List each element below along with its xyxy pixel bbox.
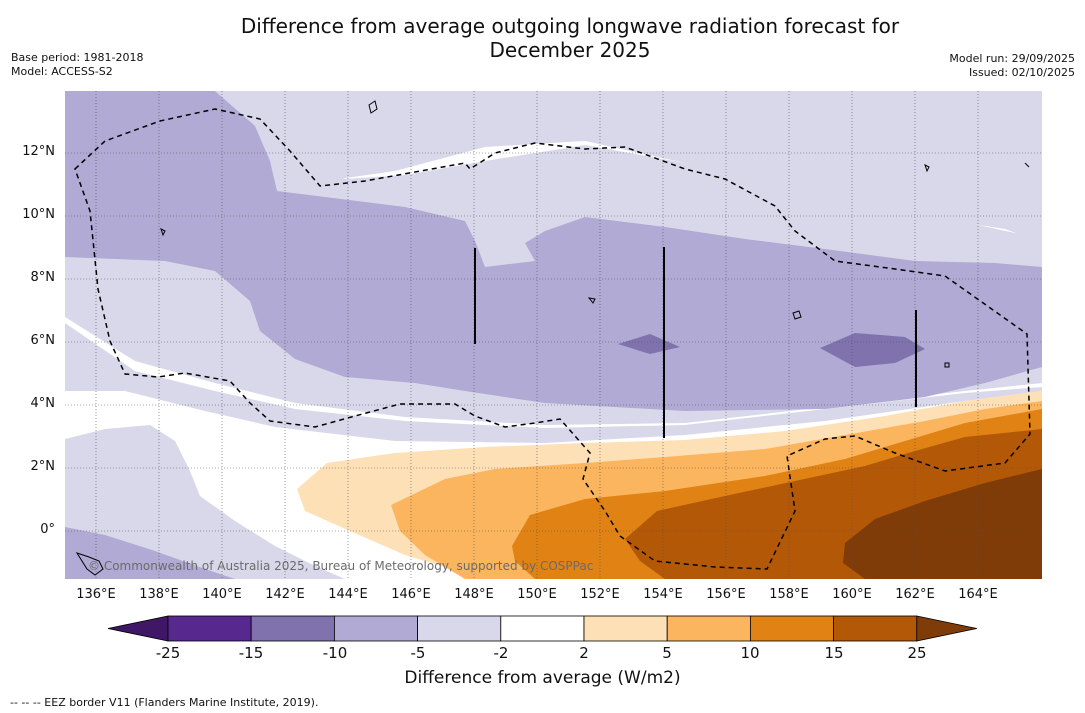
lat-label-6n: 6°N (30, 333, 56, 348)
lon-label-160e: 160°E (832, 587, 872, 602)
colorbar-extend-low (107, 615, 169, 642)
lon-label-146e: 146°E (391, 587, 431, 602)
eez-footnote: -- -- -- EEZ border V11 (Flanders Marine… (10, 696, 319, 709)
colorbar-tick: -10 (322, 644, 348, 662)
colorbar-tick: 5 (662, 644, 672, 662)
lon-label-152e: 152°E (580, 587, 620, 602)
lat-label-12n: 12°N (22, 144, 55, 159)
band-light-purple (65, 91, 1042, 443)
band-medium-purple-southwest (65, 527, 235, 579)
chart-title: Difference from average outgoing longwav… (200, 14, 940, 62)
colorbar-label: Difference from average (W/m2) (404, 668, 681, 688)
colorbar-segment (500, 615, 585, 642)
colorbar-segment (417, 615, 502, 642)
colorbar-tick: -2 (493, 644, 509, 662)
lon-label-138e: 138°E (139, 587, 179, 602)
colorbar-segment (333, 615, 418, 642)
lon-label-142e: 142°E (265, 587, 305, 602)
base-period: Base period: 1981-2018 (11, 51, 144, 64)
colorbar-tick: 15 (824, 644, 844, 662)
eez-border-palau-fsm-west (74, 108, 1031, 570)
colorbar-tick: 25 (907, 644, 927, 662)
meta-right: Model run: 29/09/2025 Issued: 02/10/2025 (949, 52, 1075, 80)
colorbar-tick: -5 (410, 644, 426, 662)
issued-date: Issued: 02/10/2025 (968, 66, 1075, 79)
title-line-1: Difference from average outgoing longwav… (240, 14, 900, 38)
lon-label-158e: 158°E (769, 587, 809, 602)
title-line-2: December 2025 (489, 38, 651, 62)
lon-label-150e: 150°E (517, 587, 557, 602)
model-name: Model: ACCESS-S2 (11, 65, 113, 78)
lat-label-2n: 2°N (30, 459, 56, 474)
band-light-purple-southwest (65, 425, 345, 579)
band-brown (843, 469, 1042, 579)
colorbar-segment (750, 615, 835, 642)
lon-label-162e: 162°E (895, 587, 935, 602)
lon-label-164e: 164°E (958, 587, 998, 602)
lat-label-4n: 4°N (30, 396, 56, 411)
colorbar (107, 615, 977, 642)
island-outlines (75, 100, 1030, 576)
band-dark-purple-2 (820, 333, 925, 367)
lon-label-136e: 136°E (76, 587, 116, 602)
colorbar-tick: -25 (155, 644, 181, 662)
map-plot (65, 91, 1042, 579)
colorbar-segment (167, 615, 252, 642)
colorbar-segment (833, 615, 918, 642)
colorbar-tick: -15 (238, 644, 264, 662)
colorbar-segment (583, 615, 668, 642)
colorbar-segment (250, 615, 335, 642)
band-medium-purple (65, 91, 1042, 411)
lat-label-10n: 10°N (22, 207, 55, 222)
map-canvas (65, 91, 1042, 579)
model-run: Model run: 29/09/2025 (949, 52, 1075, 65)
meta-left: Base period: 1981-2018 Model: ACCESS-S2 (11, 51, 143, 79)
colorbar-segment (666, 615, 751, 642)
lon-label-140e: 140°E (202, 587, 242, 602)
copyright-notice: © Commonwealth of Australia 2025, Bureau… (88, 559, 594, 573)
lat-label-0: 0° (40, 522, 55, 537)
colorbar-tick: 2 (579, 644, 589, 662)
lon-label-148e: 148°E (454, 587, 494, 602)
lon-label-156e: 156°E (706, 587, 746, 602)
lat-label-8n: 8°N (30, 270, 56, 285)
colorbar-tick: 10 (740, 644, 760, 662)
lon-label-144e: 144°E (328, 587, 368, 602)
map-gridlines (65, 91, 1042, 579)
colorbar-extend-high (916, 615, 977, 642)
lon-label-154e: 154°E (643, 587, 683, 602)
